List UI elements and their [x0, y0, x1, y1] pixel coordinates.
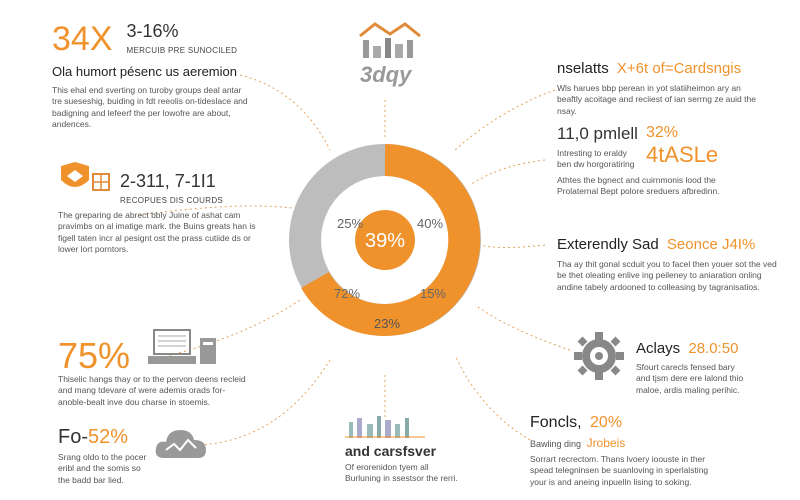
right-b5-heading: Foncls,	[530, 414, 582, 431]
left-b4-big: Fo-	[58, 426, 88, 448]
right-b2-body2: Athtes the bgnect and cuirnmonis lood th…	[557, 174, 720, 197]
right-b1-heading: nselatts	[557, 60, 609, 77]
right-block-4: Aclays 28.0:50 Sfourt carecls fensed bar…	[636, 340, 791, 396]
left-block-1: 34X 3-16% MERCUIB PRE SUNOCILED Ola humo…	[52, 20, 282, 131]
right-b4-heading-orange: 28.0:50	[688, 340, 739, 357]
bottom-heading: and carsfsver	[345, 443, 437, 459]
right-b2-body1: Intresting to eraldy ben dw horgoratirin…	[557, 148, 635, 170]
left-b1-sub: MERCUIB PRE SUNOCILED	[126, 45, 238, 55]
right-b2-big-orange: 4tASLe	[645, 142, 719, 167]
donut-label-2: 40%	[417, 216, 443, 231]
right-b1-heading-orange: X+6t of=Cardsngis	[616, 60, 742, 77]
left-b1-heading: Ola humort pésenc us aeremion	[52, 64, 237, 79]
right-b5-sub-orange: Jrobeis	[586, 436, 626, 450]
skyline-logo-text: 3dqy	[360, 62, 412, 87]
left-b3-body: Thiselic hangs thay or to the pervon dee…	[58, 374, 246, 407]
donut-orange-segment	[301, 144, 481, 336]
cloud-chart-icon	[152, 420, 212, 462]
right-block-1: nselatts X+6t of=Cardsngis Wls harues bb…	[557, 60, 792, 117]
computer-printer-icon	[148, 326, 223, 371]
left-b2-mid: 2-311, 7-1I1	[120, 171, 216, 191]
left-b3-big: 75%	[58, 335, 131, 376]
right-block-5: Foncls, 20% Bawling ding Jrobeis Sorrart…	[530, 414, 780, 488]
right-b2-mid-orange: 32%	[645, 124, 678, 141]
right-b2-mid: 11,0 pmlell	[557, 124, 638, 143]
left-b2-sub: RECOPUES DIS COURDS	[120, 195, 224, 205]
donut-center-circle	[355, 210, 415, 270]
right-block-3: Exterendly Sad Seonce J4I% Tha ay thit g…	[557, 236, 792, 293]
gear-icon	[568, 330, 630, 382]
donut-label-4: 15%	[420, 286, 446, 301]
donut-label-3: 72%	[334, 286, 360, 301]
left-b4-body: Srang oldo to the pocer eribl and the so…	[58, 452, 147, 485]
left-b1-body: This ehal end sverting on turoby groups …	[52, 85, 248, 130]
right-b5-sub: Bawling ding	[530, 439, 582, 449]
right-b4-heading: Aclays	[636, 340, 681, 357]
left-block-2: 2-311, 7-1I1 RECOPUES DIS COURDS	[120, 171, 280, 205]
right-b5-heading-orange: 20%	[590, 414, 623, 431]
right-b3-heading-orange: Seonce J4I%	[666, 236, 756, 253]
left-b4-big-orange: 52%	[88, 426, 129, 448]
skyline-logo-icon	[355, 16, 425, 96]
donut-center-label: 39%	[365, 230, 405, 252]
shield-gear-icon	[55, 160, 115, 200]
right-b1-body: Wls harues bbp perean in yot slatiiheimo…	[557, 83, 756, 116]
left-b2-body: The greparing de abrect bbly Juine of as…	[58, 210, 256, 255]
skyline-small-icon	[345, 414, 425, 438]
donut-chart: 39% 25% 40% 72% 15% 23%	[289, 144, 481, 336]
right-b4-body: Sfourt carecls fensed bary and tjsm dere…	[636, 362, 744, 395]
left-b1-mid: 3-16%	[126, 21, 179, 41]
right-b5-body: Sorrart recrectom. Thans lvoery ioouste …	[530, 454, 709, 487]
right-block-2: 11,0 pmlell Intresting to eraldy ben dw …	[557, 124, 792, 198]
donut-label-5: 23%	[374, 316, 400, 331]
right-b3-heading: Exterendly Sad	[557, 236, 659, 253]
donut-label-1: 25%	[337, 216, 363, 231]
left-b1-big: 34X	[52, 20, 113, 58]
bottom-body: Of erorenidon tyem all Burluning in sses…	[345, 462, 458, 484]
left-block-4: Fo-52%	[58, 426, 128, 449]
right-b3-body: Tha ay thit gonal scduit you to facel th…	[557, 259, 777, 292]
